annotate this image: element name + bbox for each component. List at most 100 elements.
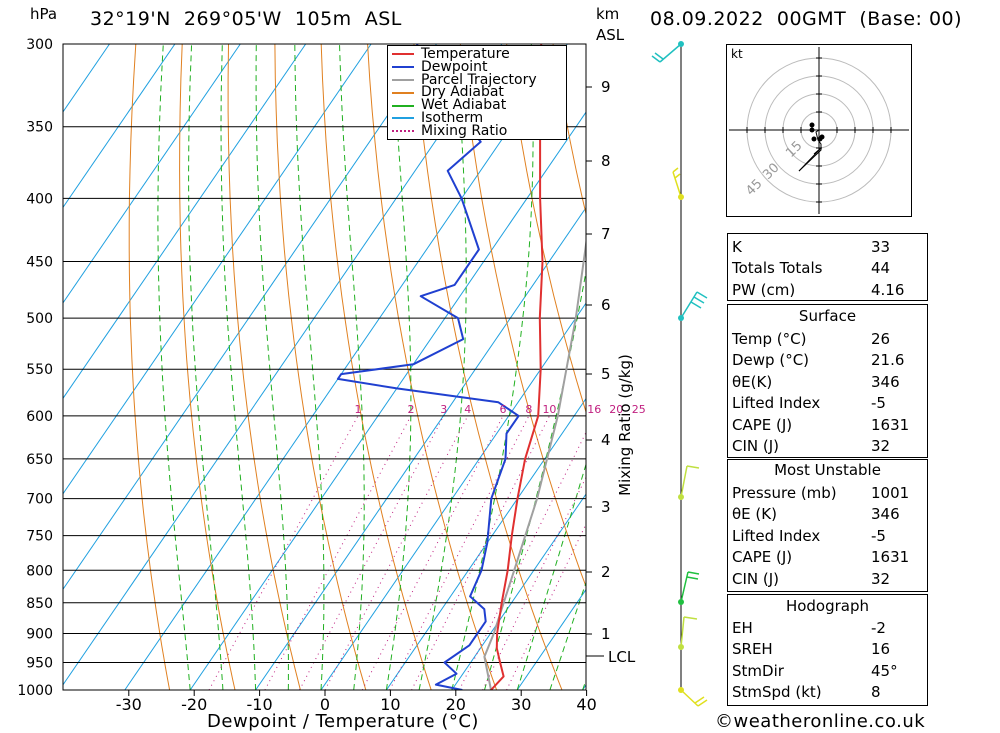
isotherm-line (385, 397, 586, 690)
asl-label: ASL (596, 26, 625, 44)
pressure-tick-label: 900 (26, 626, 53, 642)
legend-label: Parcel Trajectory (421, 71, 537, 88)
isotherm-line (63, 44, 241, 304)
stat-value: 33 (871, 237, 891, 256)
isotherm-line (63, 44, 372, 495)
pressure-tick-label: 750 (26, 529, 53, 545)
x-tick-label: -30 (116, 695, 142, 714)
x-tick-label: 20 (446, 695, 466, 714)
wind-barb (680, 571, 700, 603)
hodograph-stats-box: Hodograph EH -2 SREH 16 StmDir 45° StmSpd (kt)… (727, 594, 928, 706)
stat-label: CIN (J) (732, 569, 780, 588)
legend-item: Dewpoint (388, 58, 566, 75)
wet-adiabat-line (188, 44, 224, 690)
isotherm-line (320, 302, 586, 690)
stat-value: 32 (871, 569, 891, 588)
km-tick-label: 5 (601, 365, 611, 383)
mixing-ratio-line (264, 415, 412, 690)
stat-value: 1631 (871, 415, 910, 434)
stat-value: 4.16 (871, 280, 905, 299)
surface-box: Surface Temp (°C) 26 Dewp (°C) 21.6 θE(K) 346… (727, 304, 928, 458)
pressure-tick-label: 300 (26, 37, 53, 53)
stat-row: CAPE (J) 1631 (728, 547, 927, 569)
mixing-ratio-line (482, 476, 586, 690)
stat-label: CIN (J) (732, 437, 780, 456)
km-tick-label: 8 (601, 152, 611, 170)
isotherm-line (63, 44, 110, 113)
legend-item: Parcel Trajectory (388, 71, 566, 88)
wind-barb (680, 291, 708, 319)
stat-label: Totals Totals (732, 259, 823, 278)
stat-row: CIN (J) 32 (728, 568, 927, 590)
wet-adiabat-line (549, 581, 586, 690)
km-tick-label: 9 (601, 78, 611, 96)
x-tick-label: 0 (320, 695, 330, 714)
dry-adiabat-line (179, 44, 236, 690)
mixing-ratio-line (389, 415, 530, 690)
stat-label: Pressure (mb) (732, 483, 837, 502)
legend-item: Wet Adiabat (388, 98, 566, 112)
dry-adiabat-line (924, 44, 1000, 690)
legend-item: Dry Adiabat (388, 86, 566, 99)
wind-barb (680, 689, 708, 707)
x-tick-label: 40 (576, 695, 596, 714)
stat-label: StmSpd (kt) (732, 683, 822, 702)
stat-row: StmSpd (kt) 8 (728, 682, 927, 704)
most-unstable-box: Most Unstable Pressure (mb) 1001 θE (K) 346… (727, 459, 928, 592)
hodograph-trace (798, 129, 822, 172)
dry-adiabat-line (320, 44, 432, 690)
mixing-ratio-label: 8 (525, 403, 532, 416)
wet-adiabat-line (418, 44, 467, 690)
x-tick-label: -20 (181, 695, 207, 714)
stat-row: SREH 16 (728, 639, 927, 661)
legend-label: Temperature (421, 46, 510, 62)
wind-barb (680, 616, 698, 648)
wet-adiabat-line (255, 44, 289, 690)
km-tick-label: 1 (601, 625, 611, 643)
legend: Temperature Dewpoint Parcel Trajectory Dry … (387, 45, 567, 140)
pressure-tick-label: 700 (26, 492, 53, 508)
stat-row: EH -2 (728, 617, 927, 639)
stat-label: CAPE (J) (732, 548, 793, 567)
mixing-ratio-label: 6 (499, 403, 506, 416)
stat-value: 1001 (871, 483, 910, 502)
mixing-ratio-line (324, 415, 469, 690)
legend-label: Dry Adiabat (421, 84, 504, 101)
stat-label: Lifted Index (732, 526, 821, 545)
isotherm-line (189, 111, 586, 690)
mixing-ratio-axis-label: Mixing Ratio (g/kg) (616, 354, 634, 496)
wet-adiabat-line (339, 44, 365, 690)
mixing-ratio-label: 3 (440, 403, 447, 416)
isotherm-line (451, 493, 586, 690)
mixing-ratio-label: 20 (609, 403, 623, 416)
stat-row: PW (cm) 4.16 (728, 279, 927, 301)
copyright[interactable]: ©weatheronline.co.uk (715, 711, 926, 732)
stat-row: Pressure (mb) 1001 (728, 482, 927, 504)
pressure-tick-label: 850 (26, 596, 53, 612)
legend-label: Dewpoint (421, 58, 488, 75)
location-title: 32°19'N 269°05'W 105m ASL (90, 8, 402, 30)
stat-value: 8 (871, 683, 881, 702)
legend-swatch (392, 91, 414, 94)
pressure-tick-label: 350 (26, 120, 53, 136)
hodo-point (809, 122, 815, 128)
axes-text: 1 2 3 4 6 8 10 16 20 2530035040045050055060065070… (17, 37, 645, 732)
hodograph-stats-title: Hodograph (785, 597, 870, 615)
stat-value: 1631 (871, 548, 910, 567)
mixing-ratio-label: 10 (542, 403, 556, 416)
pressure-tick-label: 1000 (17, 683, 53, 699)
legend-label: Isotherm (421, 109, 484, 126)
wet-adiabat-line (220, 44, 257, 690)
mixing-ratio-label: 1 (354, 403, 361, 416)
mixing-ratio-line (299, 415, 445, 690)
km-label: km (596, 5, 620, 23)
stat-row: CIN (J) 32 (728, 436, 927, 458)
stat-label: EH (732, 618, 753, 637)
stat-value: 16 (871, 640, 891, 659)
stat-label: K (732, 237, 742, 256)
km-tick-label: 7 (601, 225, 611, 243)
stat-value: 21.6 (871, 351, 905, 370)
mixing-ratio-label: 25 (632, 403, 646, 416)
dry-adiabat-line (506, 44, 586, 414)
